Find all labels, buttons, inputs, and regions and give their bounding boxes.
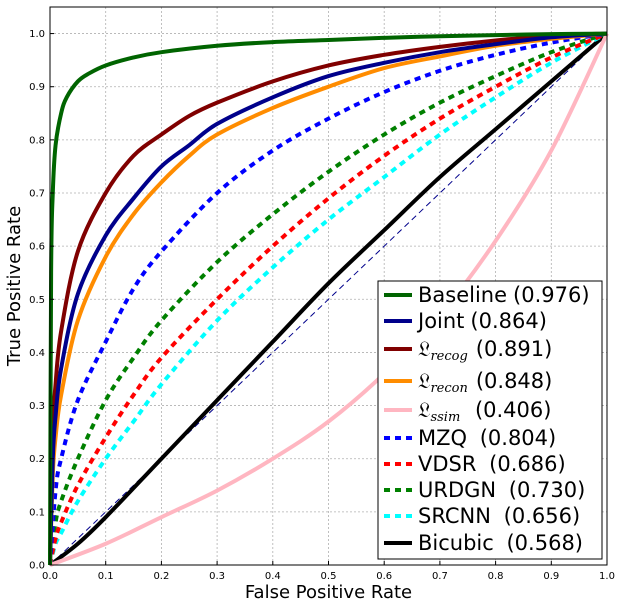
- series-line-l-recon: [48, 31, 608, 566]
- legend-label-vdsr: VDSR (0.686): [418, 452, 566, 476]
- legend-label-l-ssim: 𝔏ssim (0.406): [418, 398, 551, 425]
- legend-label-bicubic: Bicubic (0.568): [418, 531, 583, 555]
- legend: Baseline (0.976)Joint (0.864) 𝔏recog (0.891)…: [377, 280, 603, 560]
- x-tick-label: 0.5: [321, 571, 337, 582]
- y-tick-label: 0.0: [29, 561, 45, 572]
- y-tick-label: 0.2: [29, 454, 45, 465]
- series-line-joint: [48, 31, 608, 566]
- y-tick-label: 0.5: [29, 295, 45, 306]
- series-line-vdsr: [48, 31, 608, 566]
- x-axis-label: False Positive Rate: [245, 582, 412, 603]
- y-tick-label: 0.6: [29, 242, 45, 253]
- chance-diagonal: [49, 33, 608, 566]
- legend-label-mzq: MZQ (0.804): [418, 426, 556, 450]
- legend-box: [377, 280, 603, 560]
- legend-label-baseline: Baseline (0.976): [418, 283, 590, 307]
- x-tick-label: 0.2: [153, 571, 169, 582]
- y-tick-label: 0.3: [29, 401, 45, 412]
- series-line-urdgn: [48, 31, 608, 566]
- y-tick-label: 1.0: [29, 29, 45, 40]
- series-line-mzq: [48, 31, 608, 566]
- x-tick-label: 0.1: [98, 571, 114, 582]
- y-tick-label: 0.4: [29, 348, 45, 359]
- ticks: 0.0 0.1 0.2 0.3 0.4 0.5 0.6 0.7 0.8 0.9 1.0 0.0 0.1 0…: [29, 29, 615, 582]
- legend-label-srcnn: SRCNN (0.656): [418, 504, 580, 528]
- y-tick-label: 0.9: [29, 82, 45, 93]
- y-axis-label: True Positive Rate: [4, 206, 25, 367]
- series-line-l-ssim: [49, 32, 609, 567]
- series-line-l-recog: [48, 31, 608, 566]
- x-tick-label: 0.4: [265, 571, 281, 582]
- series-line-srcnn: [48, 31, 608, 566]
- x-tick-label: 1.0: [599, 571, 615, 582]
- legend-label-l-recog: 𝔏recog (0.891): [418, 337, 552, 364]
- y-tick-label: 0.8: [29, 135, 45, 146]
- x-tick-label: 0.0: [42, 571, 58, 582]
- chance-line: [49, 33, 608, 566]
- y-tick-label: 0.1: [29, 507, 45, 518]
- x-tick-label: 0.7: [432, 571, 448, 582]
- legend-label-l-recon: 𝔏recon (0.848): [418, 369, 552, 396]
- x-tick-label: 0.8: [488, 571, 504, 582]
- x-tick-label: 0.9: [543, 571, 559, 582]
- legend-label-joint: Joint (0.864): [416, 309, 547, 333]
- legend-label-urdgn: URDGN (0.730): [418, 478, 585, 502]
- y-tick-label: 0.7: [29, 189, 45, 200]
- series-line-bicubic: [48, 32, 609, 567]
- x-tick-label: 0.6: [376, 571, 392, 582]
- x-tick-label: 0.3: [209, 571, 225, 582]
